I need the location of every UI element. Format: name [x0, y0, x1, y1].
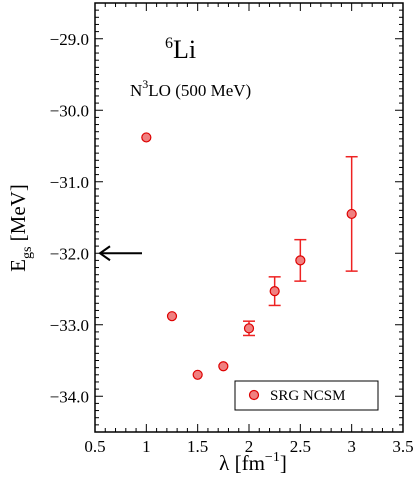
x-axis-ticks: 0.5 1 1.5 2 2.5 3 3.5	[84, 3, 414, 456]
nucleus-mass-number: 6	[165, 35, 173, 52]
legend: SRG NCSM	[234, 380, 379, 411]
interaction-superscript: 3	[142, 77, 148, 91]
interaction-prefix: N	[130, 81, 142, 100]
interaction-label: N3LO (500 MeV)	[130, 77, 251, 100]
x-tick-label: 1.5	[187, 437, 208, 456]
y-tick-label: −31.0	[50, 173, 89, 192]
data-point	[141, 132, 152, 143]
data-point	[243, 323, 255, 334]
data-point	[269, 286, 280, 297]
data-points	[141, 132, 358, 380]
x-tick-label: 0.5	[84, 437, 105, 456]
nucleus-symbol: Li	[173, 35, 196, 64]
y-tick-label: −32.0	[50, 244, 89, 263]
x-tick-label: 1	[142, 437, 151, 456]
ground-state-arrow	[98, 245, 142, 262]
data-point	[218, 361, 229, 372]
data-point	[166, 311, 178, 322]
interaction-suffix: LO (500 MeV)	[148, 81, 251, 100]
plot-frame	[94, 2, 404, 433]
y-tick-label: −33.0	[50, 316, 89, 335]
legend-marker	[248, 389, 260, 401]
x-tick-label: 3.5	[392, 437, 413, 456]
x-tick-label: 3	[347, 437, 356, 456]
data-point	[192, 369, 203, 380]
data-point	[295, 255, 306, 266]
x-axis-title: λ [fm−1]	[219, 450, 287, 475]
legend-label: SRG NCSM	[270, 388, 345, 404]
y-axis-title: Egs [MeV]	[6, 184, 35, 272]
y-tick-label: −30.0	[50, 101, 89, 120]
y-tick-label: −29.0	[50, 30, 89, 49]
x-tick-label: 2	[245, 437, 254, 456]
y-tick-label: −34.0	[50, 387, 89, 406]
data-point	[346, 208, 357, 220]
x-tick-label: 2.5	[290, 437, 311, 456]
y-axis-ticks: −29.0 −30.0 −31.0 −32.0 −33.0 −34.0	[50, 2, 403, 433]
nucleus-label: 6Li	[165, 35, 196, 64]
